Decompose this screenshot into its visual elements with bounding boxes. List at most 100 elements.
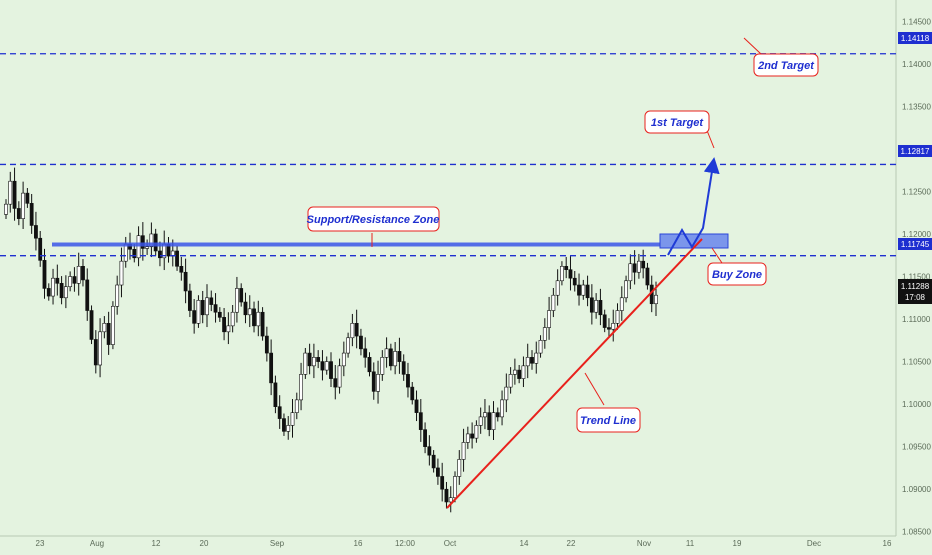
candle-body: [632, 263, 637, 273]
candle-body: [333, 378, 338, 388]
candle-body: [140, 235, 145, 249]
candle-body: [465, 433, 470, 443]
candle-body: [397, 351, 402, 362]
candle-body: [311, 357, 316, 367]
candle-body: [175, 250, 179, 267]
candle-body: [243, 301, 248, 316]
time-tick-label: 16: [354, 539, 363, 548]
candle-body: [209, 297, 214, 305]
candle-body: [81, 265, 85, 281]
time-tick-label: Sep: [270, 539, 285, 548]
candle-body: [119, 260, 124, 286]
candle-body: [547, 310, 551, 328]
candle-body: [85, 279, 90, 311]
price-tick-label: 1.12500: [902, 187, 931, 196]
buy-zone-callout[interactable]: Buy Zone: [707, 262, 767, 286]
candle-body: [585, 284, 590, 299]
candle-body: [34, 225, 38, 239]
price-tick-label: 1.11000: [902, 315, 931, 324]
candle-body: [235, 288, 239, 313]
candle-body: [29, 203, 34, 226]
candle-body: [636, 260, 641, 273]
time-tick-label: Oct: [444, 539, 457, 548]
sr-zone-callout[interactable]: Support/Resistance Zone: [307, 206, 440, 232]
trend-line[interactable]: [446, 238, 703, 509]
candle-body: [200, 300, 205, 316]
candle-body: [260, 311, 265, 337]
candle-body: [453, 476, 457, 499]
second-target-price: 1.14118: [901, 34, 930, 43]
candle-body: [401, 361, 406, 375]
candle-body: [560, 265, 564, 282]
projection-arrow[interactable]: [667, 157, 720, 256]
candle-body: [363, 348, 368, 358]
buy-zone-box[interactable]: [659, 233, 729, 249]
candle-body: [72, 276, 77, 284]
candle-body: [256, 311, 261, 327]
candle-body: [226, 325, 231, 333]
price-tick-label: 1.09500: [902, 443, 931, 452]
candle-body: [123, 243, 128, 262]
candle-body: [380, 357, 385, 375]
time-tick-label: 14: [520, 539, 529, 548]
candle-body: [354, 323, 359, 337]
candle-body: [286, 425, 291, 432]
candle-body: [217, 311, 222, 318]
time-tick-label: 19: [733, 539, 742, 548]
time-tick-label: 22: [567, 539, 576, 548]
candle-body: [294, 399, 299, 413]
candle-body: [568, 269, 573, 279]
candle-body: [205, 297, 209, 316]
candle-body: [564, 265, 569, 271]
candle-body: [525, 357, 530, 367]
trend-line-callout[interactable]: Trend Line: [576, 407, 641, 433]
candle-body: [68, 276, 73, 288]
candle-body: [517, 369, 522, 379]
candle-body: [607, 327, 611, 330]
price-tick-label: 1.10000: [902, 400, 931, 409]
time-tick-label: 16: [883, 539, 892, 548]
candle-body: [530, 357, 534, 364]
candle-body: [76, 265, 81, 284]
candle-body: [641, 260, 646, 269]
candle-body: [611, 323, 616, 330]
candle-body: [406, 374, 410, 388]
time-tick-label: Nov: [637, 539, 651, 548]
candle-body: [431, 454, 436, 469]
candle-body: [145, 246, 150, 249]
candle-body: [495, 412, 500, 418]
candle-body: [136, 235, 141, 259]
candle-body: [46, 288, 51, 297]
buy-zone-label: Buy Zone: [712, 269, 762, 281]
support-resistance-zone[interactable]: [52, 242, 660, 247]
candle-body: [504, 386, 509, 401]
candle-body: [615, 310, 620, 324]
countdown: 17:08: [905, 293, 926, 302]
candle-body: [478, 416, 483, 426]
first-target-label: 1st Target: [651, 117, 705, 129]
zone-price-tag: 1.11745: [898, 238, 932, 250]
candle-body: [577, 284, 581, 296]
candle-body: [324, 361, 329, 371]
price-axis: 1.145001.140001.135001.130001.125001.120…: [902, 17, 931, 536]
candle-body: [427, 446, 432, 456]
time-tick-label: 12: [152, 539, 161, 548]
candle-body: [555, 280, 560, 296]
candle-body: [38, 237, 43, 261]
candle-body: [359, 335, 363, 350]
candle-body: [470, 433, 475, 439]
candle-body: [230, 311, 235, 327]
candle-body: [598, 300, 603, 316]
candle-body: [111, 305, 115, 345]
time-tick-label: 11: [686, 539, 695, 548]
price-tick-label: 1.14500: [902, 17, 931, 26]
second-target-callout[interactable]: 2nd Target: [753, 53, 819, 77]
candle-body: [93, 339, 98, 366]
candle-body: [418, 412, 423, 430]
first-target-callout[interactable]: 1st Target: [644, 110, 710, 134]
candle-body: [149, 233, 154, 248]
candle-body: [98, 331, 102, 366]
candle-body: [423, 429, 427, 447]
